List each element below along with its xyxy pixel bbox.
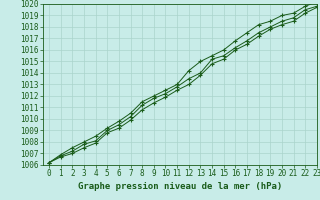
X-axis label: Graphe pression niveau de la mer (hPa): Graphe pression niveau de la mer (hPa) <box>78 182 282 191</box>
